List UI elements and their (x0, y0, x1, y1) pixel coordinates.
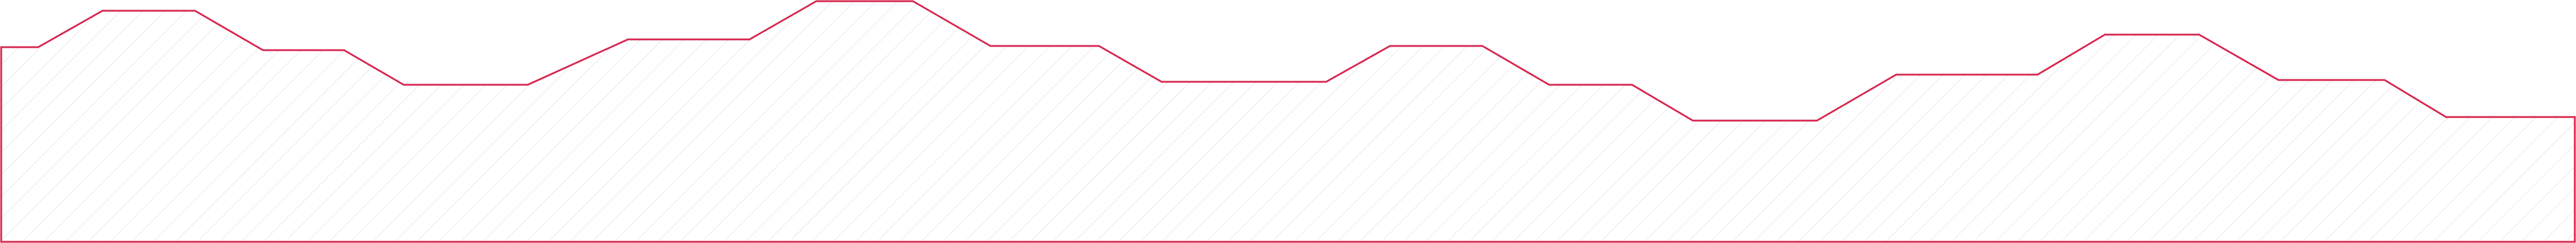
stepped-outline (0, 0, 2576, 243)
skyline-svg (0, 0, 2576, 243)
skyline-graphic (0, 0, 2576, 243)
hatched-fill-area (1, 1, 2575, 242)
